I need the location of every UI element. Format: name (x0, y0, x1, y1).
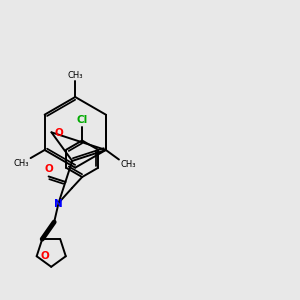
Text: O: O (55, 128, 64, 138)
Text: Cl: Cl (76, 116, 88, 125)
Text: N: N (54, 199, 63, 208)
Text: CH₃: CH₃ (14, 159, 29, 168)
Text: O: O (44, 164, 53, 174)
Text: O: O (40, 251, 49, 261)
Text: CH₃: CH₃ (68, 71, 83, 80)
Text: CH₃: CH₃ (120, 160, 136, 169)
